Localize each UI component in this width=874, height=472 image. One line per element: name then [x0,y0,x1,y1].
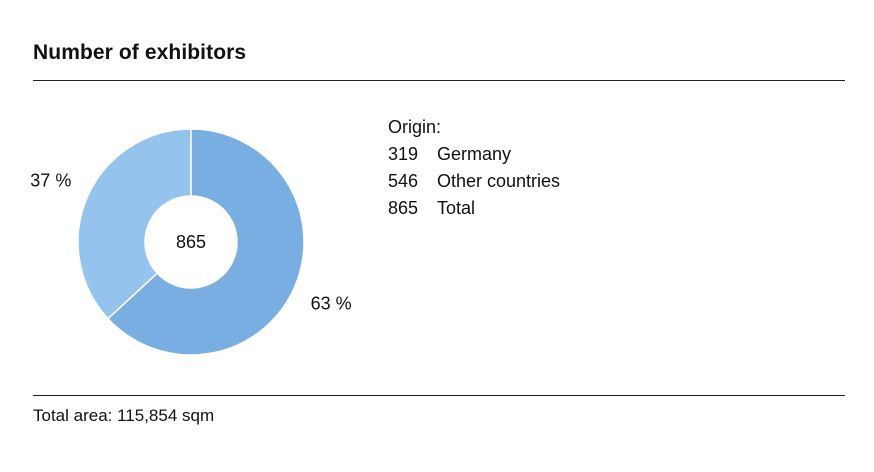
bottom-divider [33,395,845,396]
legend-value: 546 [388,171,419,191]
page-title: Number of exhibitors [33,41,247,64]
total-area: Total area: 115,854 sqm [33,406,215,425]
legend-label: Total [437,198,476,218]
legend-row-germany: 319 Germany [388,141,560,168]
legend: Origin: 319 Germany 546 Other countries … [388,114,560,222]
slice-other-countries [106,128,305,356]
legend-label: Germany [437,144,512,164]
top-divider [33,80,845,81]
center-total-label: 865 [176,232,206,252]
percent-label-other-countries: 63 % [311,293,352,313]
legend-value: 319 [388,144,419,164]
slice-germany [77,128,192,320]
legend-row-total: 865 Total [388,195,560,222]
legend-value: 865 [388,198,419,218]
legend-heading: Origin: [388,117,442,137]
percent-label-germany: 37 % [30,171,71,191]
legend-row-other-countries: 546 Other countries [388,168,560,195]
legend-label: Other countries [437,171,561,191]
